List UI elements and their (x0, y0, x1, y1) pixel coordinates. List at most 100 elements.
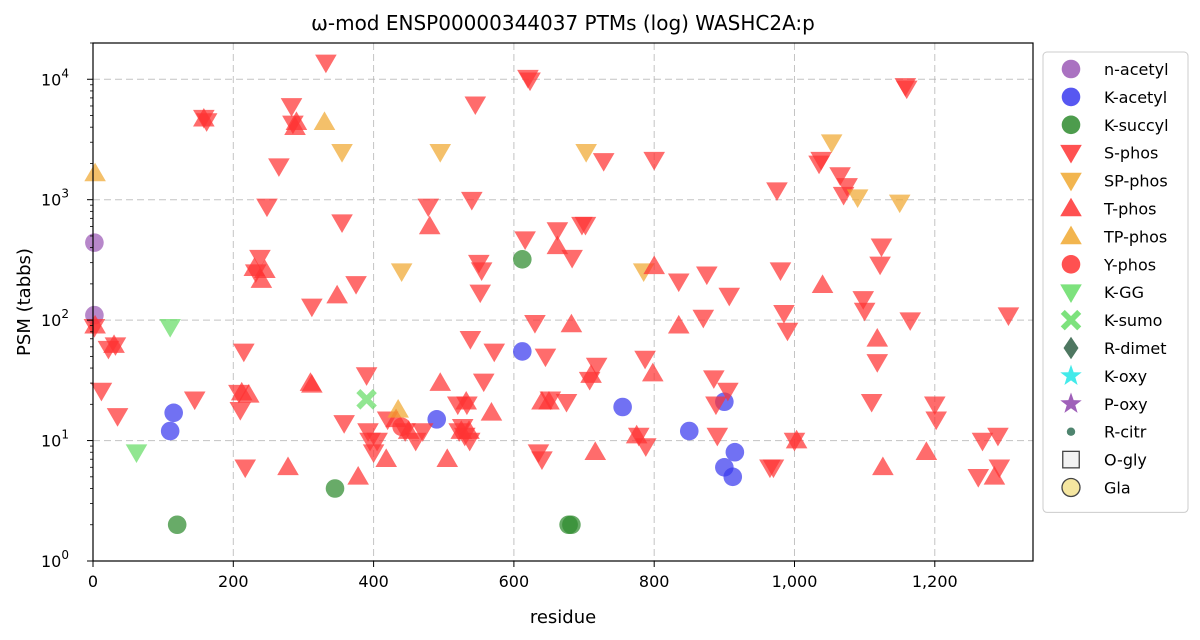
point-s-phos (706, 427, 729, 447)
point-s-phos (183, 391, 206, 411)
point-s-phos (355, 367, 378, 386)
point-s-phos (464, 96, 487, 116)
point-s-phos (472, 373, 495, 393)
point-s-phos (836, 178, 858, 197)
legend-marker-s-phos (1060, 144, 1082, 164)
point-sp-phos (820, 134, 843, 154)
point-k-acetyl (513, 342, 532, 361)
legend-marker-t-phos (1060, 197, 1082, 217)
point-k-acetyl (725, 442, 745, 462)
point-k-succyl (513, 249, 532, 269)
point-s-phos (810, 151, 832, 171)
legend-marker-gla (1061, 477, 1081, 498)
point-n-acetyl (85, 233, 104, 252)
point-s-phos (866, 354, 889, 373)
point-s-phos (592, 153, 615, 172)
point-k-acetyl (160, 421, 180, 441)
point-s-phos (315, 54, 337, 74)
point-s-phos (988, 459, 1011, 479)
point-t-phos (347, 466, 369, 485)
point-s-phos (773, 305, 795, 324)
point-t-phos (301, 374, 323, 393)
x-tick-label: 200 (218, 572, 249, 591)
point-t-phos (193, 107, 215, 127)
point-s-phos (997, 307, 1020, 326)
point-sp-phos (888, 194, 911, 214)
point-t-phos (785, 429, 808, 449)
legend-label-k-succyl: K-succyl (1104, 116, 1169, 135)
point-t-phos (254, 259, 276, 278)
point-s-phos (366, 432, 388, 452)
point-s-phos (469, 284, 492, 304)
point-t-phos (458, 420, 480, 439)
x-tick-label: 0 (88, 572, 98, 591)
point-t-phos (326, 284, 348, 304)
point-s-phos (268, 158, 290, 177)
point-s-phos (705, 396, 727, 416)
x-tick-label: 800 (639, 572, 670, 591)
legend-label-y-phos: Y-phos (1103, 255, 1156, 274)
point-t-phos (237, 383, 260, 403)
legend-label-n-acetyl: n-acetyl (1104, 60, 1169, 79)
legend-box (1042, 51, 1189, 513)
legend-label-gla: Gla (1104, 479, 1131, 498)
point-s-phos (459, 330, 482, 350)
point-s-phos (860, 393, 883, 413)
point-s-phos (574, 216, 597, 236)
point-k-acetyl (679, 421, 699, 441)
point-s-phos (524, 315, 546, 334)
legend-label-tp-phos: TP-phos (1103, 227, 1167, 246)
point-sp-phos (331, 143, 353, 163)
legend-marker-sp-phos (1060, 172, 1082, 192)
point-s-phos (634, 350, 656, 370)
point-t-phos (625, 424, 648, 444)
point-s-phos (585, 357, 608, 377)
point-tp-phos (84, 162, 106, 182)
legend-marker-k-acetyl (1061, 87, 1081, 107)
point-s-phos (692, 309, 715, 329)
legend-label-t-phos: T-phos (1103, 200, 1157, 219)
point-s-phos (971, 432, 994, 452)
point-t-phos (538, 390, 560, 410)
point-s-phos (869, 256, 891, 276)
legend-marker-r-dimet (1063, 336, 1079, 360)
point-s-phos (870, 238, 893, 258)
legend-marker-tp-phos (1060, 225, 1082, 245)
point-s-phos (331, 214, 353, 234)
legend-marker-k-succyl (1061, 115, 1081, 135)
point-s-phos (717, 382, 739, 402)
y-tick-label: 102 (41, 307, 69, 330)
point-s-phos (417, 198, 440, 218)
point-tp-phos (387, 399, 409, 418)
point-s-phos (899, 312, 922, 331)
legend-marker-y-phos (1061, 254, 1081, 274)
legend-label-p-oxy: P-oxy (1104, 395, 1148, 414)
y-tick-label: 101 (41, 428, 69, 451)
chart-title: ω-mod ENSP00000344037 PTMs (log) WASHC2A… (311, 11, 815, 35)
legend-marker-k-oxy (1060, 364, 1082, 385)
point-k-succyl (325, 479, 345, 498)
legend-label-s-phos: S-phos (1104, 144, 1158, 163)
point-t-phos (811, 274, 834, 293)
x-tick-label: 1,000 (772, 572, 818, 591)
x-tick-label: 600 (499, 572, 530, 591)
legend-label-k-acetyl: K-acetyl (1104, 88, 1167, 107)
legend-label-sp-phos: SP-phos (1104, 172, 1168, 191)
point-t-phos (580, 364, 602, 383)
y-tick-label: 100 (41, 548, 69, 571)
legend-marker-r-citr (1066, 427, 1076, 436)
point-t-phos (643, 255, 665, 275)
point-s-phos (233, 343, 255, 363)
legend-label-k-oxy: K-oxy (1104, 367, 1147, 386)
point-s-phos (357, 423, 379, 442)
point-s-phos (301, 298, 323, 318)
point-t-phos (84, 314, 106, 334)
point-k-gg (125, 444, 148, 464)
point-t-phos (429, 372, 452, 391)
point-s-phos (829, 167, 851, 186)
point-s-phos (561, 249, 583, 269)
point-s-phos (483, 343, 506, 363)
x-axis: 0 200 400 600 800 1,000 1,200 (88, 561, 958, 591)
point-t-phos (560, 313, 583, 333)
x-axis-title: residue (530, 607, 596, 628)
